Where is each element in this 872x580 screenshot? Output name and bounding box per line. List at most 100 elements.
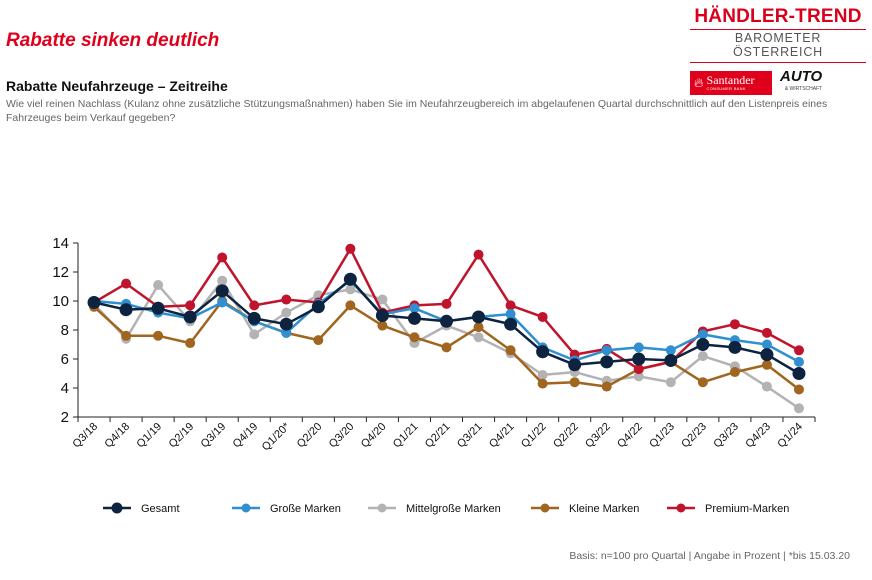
data-point — [409, 332, 420, 343]
data-point — [183, 310, 197, 324]
data-point — [760, 348, 774, 362]
data-point — [601, 345, 612, 356]
data-point — [729, 367, 740, 378]
legend-label: Große Marken — [270, 503, 341, 515]
headline: Rabatte sinken deutlich — [6, 30, 220, 51]
data-point — [407, 311, 421, 325]
data-point — [792, 367, 806, 380]
data-point — [153, 330, 164, 341]
x-tick-label: Q4/22 — [615, 421, 645, 451]
data-point — [217, 275, 228, 286]
data-point — [505, 309, 516, 320]
x-tick-label: Q1/22 — [519, 421, 549, 451]
data-point — [375, 309, 389, 322]
data-point — [473, 249, 484, 260]
data-point — [313, 335, 324, 346]
santander-logo: 🔥︎ Santander CONSUMER BANK — [690, 71, 772, 95]
legend-marker — [540, 503, 550, 513]
x-tick-label: Q3/18 — [70, 421, 100, 451]
y-tick-label: 12 — [52, 264, 69, 281]
data-point — [279, 317, 293, 331]
x-tick-label: Q3/19 — [199, 421, 229, 451]
data-point — [537, 311, 548, 322]
data-point — [473, 332, 484, 343]
santander-name: Santander — [706, 73, 755, 87]
data-point — [281, 327, 292, 338]
data-point — [345, 284, 356, 295]
data-point — [537, 369, 548, 380]
haendler-trend-logo: HÄNDLER-TREND BAROMETER ÖSTERREICH 🔥︎ Sa… — [690, 6, 866, 95]
data-point — [633, 342, 644, 353]
data-point — [697, 377, 708, 388]
y-tick-label: 6 — [61, 351, 69, 368]
flame-icon: 🔥︎ — [694, 75, 704, 90]
y-tick-label: 8 — [61, 322, 69, 339]
data-point — [601, 381, 612, 392]
data-point — [311, 300, 325, 314]
data-point — [121, 330, 132, 341]
data-point — [249, 329, 260, 340]
data-point — [761, 359, 772, 370]
data-point — [696, 338, 710, 351]
data-point — [151, 301, 165, 315]
data-point — [217, 252, 228, 263]
data-point — [761, 327, 772, 338]
x-tick-label: Q4/21 — [487, 421, 517, 451]
survey-question: Wie viel reinen Nachlass (Kulanz ohne zu… — [6, 98, 828, 124]
data-point — [185, 338, 196, 349]
data-point — [121, 278, 132, 289]
data-point — [568, 358, 582, 372]
data-point — [215, 284, 229, 298]
data-point — [729, 319, 740, 330]
data-point — [697, 329, 708, 340]
data-point — [569, 377, 580, 388]
x-tick-label: Q3/21 — [455, 421, 485, 451]
data-point — [441, 298, 452, 309]
x-tick-label: Q1/20* — [260, 420, 293, 453]
auto-name: AUTO — [780, 68, 823, 85]
legend-label: Kleine Marken — [569, 503, 639, 515]
data-point — [504, 317, 518, 331]
sponsor-logos: 🔥︎ Santander CONSUMER BANK AUTO & WIRTSC… — [690, 68, 866, 95]
legend-label: Premium-Marken — [705, 503, 789, 515]
data-point — [345, 300, 356, 311]
auto-wirtschaft-logo: AUTO & WIRTSCHAFT — [780, 68, 823, 95]
data-point — [665, 377, 676, 388]
data-point — [249, 300, 260, 311]
chart-subtitle: Rabatte Neufahrzeuge – Zeitreihe — [6, 78, 228, 94]
x-tick-label: Q4/23 — [743, 421, 773, 451]
x-tick-label: Q3/22 — [583, 421, 613, 451]
data-point — [185, 300, 196, 311]
santander-sub: CONSUMER BANK — [706, 86, 746, 91]
data-point — [633, 371, 644, 382]
data-point — [600, 355, 614, 369]
footer-basis: Basis: n=100 pro Quartal | Angabe in Pro… — [569, 550, 850, 562]
legend-marker — [377, 503, 387, 513]
y-tick-label: 4 — [61, 380, 69, 397]
y-tick-label: 14 — [52, 235, 69, 252]
data-point — [793, 356, 804, 367]
x-tick-label: Q2/21 — [423, 421, 453, 451]
x-tick-label: Q3/20 — [327, 421, 357, 451]
x-tick-label: Q1/24 — [775, 421, 805, 451]
data-point — [281, 294, 292, 305]
x-tick-label: Q1/21 — [391, 421, 421, 451]
y-tick-label: 10 — [52, 293, 69, 310]
data-point — [793, 384, 804, 395]
data-point — [665, 345, 676, 356]
data-point — [377, 294, 388, 305]
data-point — [697, 351, 708, 362]
y-tick-label: 2 — [61, 409, 69, 426]
data-point — [537, 378, 548, 389]
data-point — [87, 295, 101, 309]
data-point — [505, 300, 516, 311]
data-point — [473, 322, 484, 333]
data-point — [119, 303, 133, 317]
data-point — [664, 353, 678, 367]
x-tick-label: Q4/19 — [231, 421, 261, 451]
x-tick-label: Q3/23 — [711, 421, 741, 451]
data-point — [247, 311, 261, 325]
legend-label: Gesamt — [141, 503, 180, 515]
logo-title: HÄNDLER-TREND — [690, 6, 866, 30]
